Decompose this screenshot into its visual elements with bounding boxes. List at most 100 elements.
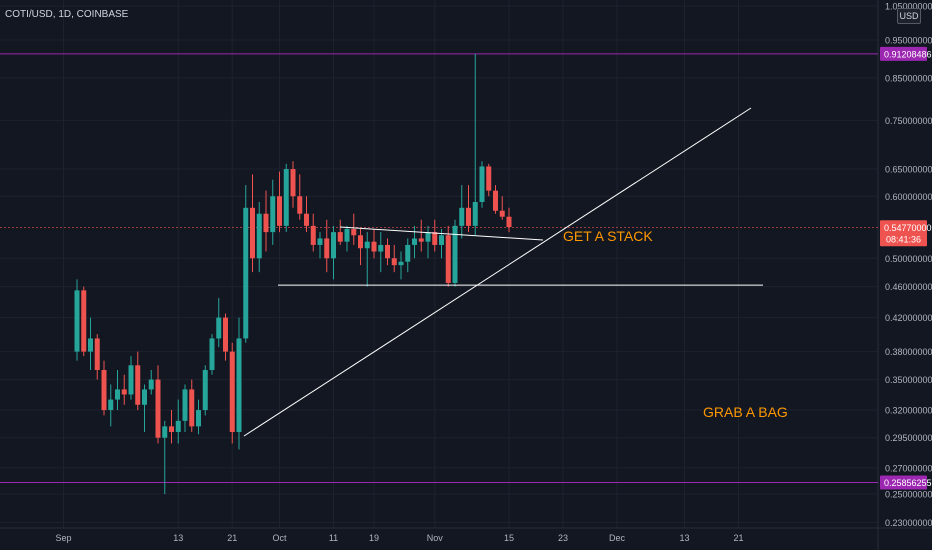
candle[interactable]: [182, 389, 188, 421]
time-tick-label: 13: [679, 533, 689, 543]
price-tick-label: 0.23000000: [885, 518, 932, 528]
price-tick-label: 1.05000000: [885, 1, 932, 11]
candle[interactable]: [364, 241, 370, 249]
price-tick-label: 0.29500000: [885, 433, 932, 443]
current-price-label: 0.54770000: [884, 223, 932, 233]
candle[interactable]: [297, 196, 303, 214]
candle[interactable]: [398, 261, 404, 266]
time-tick-label: 21: [227, 533, 237, 543]
time-tick-label: 21: [733, 533, 743, 543]
candle[interactable]: [277, 196, 282, 226]
candle[interactable]: [405, 244, 411, 262]
candle[interactable]: [202, 369, 208, 411]
price-tick-label: 0.32000000: [885, 406, 932, 416]
candle[interactable]: [418, 238, 424, 242]
candle[interactable]: [169, 426, 174, 432]
level-price-label: 0.91208486: [884, 49, 932, 59]
candle[interactable]: [196, 410, 201, 427]
time-tick-label: 19: [369, 533, 379, 543]
candle[interactable]: [317, 238, 323, 245]
candle[interactable]: [74, 290, 80, 352]
price-tick-label: 0.60000000: [885, 192, 932, 202]
candle[interactable]: [101, 369, 107, 411]
candle[interactable]: [412, 238, 417, 245]
candle[interactable]: [283, 169, 289, 226]
candle[interactable]: [499, 210, 505, 217]
candle[interactable]: [391, 258, 397, 266]
candle[interactable]: [189, 389, 195, 427]
candle[interactable]: [351, 228, 357, 236]
price-tick-label: 0.38000000: [885, 347, 932, 357]
resistance-trendline[interactable]: [339, 226, 544, 241]
candle[interactable]: [155, 379, 161, 438]
price-tick-label: 0.27000000: [885, 463, 932, 473]
candle[interactable]: [472, 201, 478, 226]
time-tick-label: 11: [329, 533, 338, 543]
price-tick-label: 0.42000000: [885, 313, 932, 323]
candle[interactable]: [108, 399, 114, 411]
candle[interactable]: [243, 207, 249, 339]
candle[interactable]: [209, 338, 215, 370]
candle[interactable]: [81, 290, 87, 352]
time-tick-label: 15: [504, 533, 514, 543]
candle[interactable]: [445, 235, 451, 283]
candle[interactable]: [229, 351, 235, 432]
bar-countdown-label: 08:41:36: [886, 234, 921, 244]
time-tick-label: Dec: [609, 533, 626, 543]
candle[interactable]: [310, 225, 316, 245]
candle[interactable]: [371, 241, 377, 252]
candle[interactable]: [290, 169, 296, 197]
candle[interactable]: [439, 235, 444, 245]
level-price-badge[interactable]: [880, 46, 927, 61]
candle[interactable]: [331, 232, 336, 259]
annotation-text[interactable]: GRAB A BAG: [703, 404, 788, 420]
price-tick-label: 0.75000000: [885, 116, 932, 126]
candle[interactable]: [344, 228, 350, 242]
candle[interactable]: [425, 232, 431, 242]
candle[interactable]: [135, 365, 141, 405]
candle[interactable]: [466, 207, 471, 226]
candle[interactable]: [270, 196, 276, 233]
price-tick-label: 0.65000000: [885, 165, 932, 175]
candle[interactable]: [385, 244, 390, 259]
candle[interactable]: [506, 216, 512, 228]
candle[interactable]: [493, 190, 498, 211]
candle[interactable]: [142, 389, 147, 405]
candle[interactable]: [378, 244, 384, 252]
candle[interactable]: [459, 207, 465, 226]
candle[interactable]: [88, 338, 93, 352]
candle[interactable]: [256, 213, 262, 259]
price-tick-label: 0.85000000: [885, 73, 932, 83]
candle[interactable]: [250, 207, 255, 259]
candle[interactable]: [236, 338, 242, 432]
candle[interactable]: [128, 365, 134, 395]
annotation-text[interactable]: GET A STACK: [563, 228, 653, 244]
candle[interactable]: [479, 166, 485, 202]
candle[interactable]: [162, 426, 168, 438]
candle[interactable]: [358, 235, 363, 249]
current-price-badge[interactable]: [880, 220, 927, 247]
symbol-label: COTI/USD, 1D, COINBASE: [5, 9, 129, 20]
candle[interactable]: [216, 317, 222, 339]
time-tick-label: 23: [558, 533, 568, 543]
candle[interactable]: [223, 317, 228, 352]
candle[interactable]: [121, 389, 127, 395]
candle[interactable]: [148, 379, 154, 390]
candle[interactable]: [115, 389, 120, 400]
candle[interactable]: [324, 238, 330, 259]
price-tick-label: 0.46000000: [885, 282, 932, 292]
candle[interactable]: [175, 420, 181, 432]
candle[interactable]: [94, 338, 100, 370]
candle[interactable]: [432, 232, 438, 245]
ascending-trendline[interactable]: [243, 107, 752, 437]
currency-badge[interactable]: USD: [897, 8, 921, 24]
level-price-label: 0.25856255: [884, 478, 932, 488]
candle[interactable]: [337, 232, 343, 242]
candle[interactable]: [263, 213, 269, 233]
candle[interactable]: [452, 225, 458, 283]
candle[interactable]: [486, 166, 492, 191]
level-price-badge[interactable]: [880, 475, 927, 490]
candle[interactable]: [304, 213, 309, 226]
